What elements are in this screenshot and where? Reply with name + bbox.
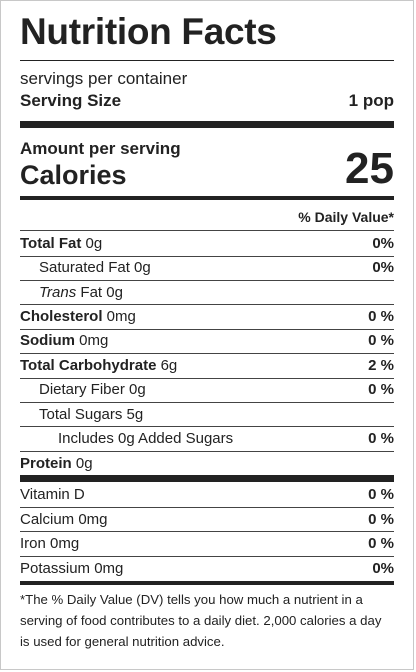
nutrient-label: Total Sugars: [39, 406, 123, 423]
row-divider: [20, 280, 394, 281]
amount-per-serving: Amount per serving: [20, 139, 181, 158]
nutrient-row-protein: Protein 0g: [20, 452, 394, 476]
nutrient-amount: 0g: [71, 455, 93, 472]
nutrient-label: Total Carbohydrate: [20, 357, 157, 374]
nutrient-dv: 0%: [372, 259, 394, 276]
nutrient-amount: 0mg: [102, 308, 136, 325]
nutrient-label: Trans: [39, 284, 77, 301]
vitamin-label: Calcium 0mg: [20, 511, 108, 528]
vitamins-divider: [20, 475, 394, 482]
nutrient-label: Sodium: [20, 332, 75, 349]
nutrient-amount: 0g: [129, 259, 151, 276]
vitamin-row-calcium: Calcium 0mg 0 %: [20, 508, 394, 532]
nutrient-row-total-carbohydrate: Total Carbohydrate 6g 2 %: [20, 354, 394, 378]
vitamin-label: Iron 0mg: [20, 535, 80, 552]
nutrient-dv: 0 %: [368, 332, 394, 349]
vitamin-row-potassium: Potassium 0mg 0%: [20, 557, 394, 581]
row-divider: [20, 556, 394, 557]
nutrient-dv: 0%: [372, 235, 394, 252]
nutrient-row-total-fat: Total Fat 0g 0%: [20, 232, 394, 256]
vitamin-dv: 0%: [372, 560, 394, 577]
row-divider: [20, 451, 394, 452]
row-divider: [20, 304, 394, 305]
nutrient-dv: 2 %: [368, 357, 394, 374]
row-divider: [20, 531, 394, 532]
serving-divider: [20, 121, 394, 128]
nutrient-row-total-sugars: Total Sugars 5g: [20, 403, 394, 427]
calories-label: Calories: [20, 160, 127, 190]
nutrition-facts-title: Nutrition Facts: [20, 11, 277, 52]
nutrient-amount: 6g: [156, 357, 178, 374]
vitamin-row-iron: Iron 0mg 0 %: [20, 532, 394, 556]
nutrient-dv: 0 %: [368, 308, 394, 325]
nutrient-label: Total Fat: [20, 235, 82, 252]
row-divider: [20, 230, 394, 231]
nutrient-label: Cholesterol: [20, 308, 103, 325]
calories-divider: [20, 196, 394, 200]
vitamin-label: Vitamin D: [20, 486, 85, 503]
row-divider: [20, 353, 394, 354]
nutrient-row-sodium: Sodium 0mg 0 %: [20, 329, 394, 353]
nutrient-amount: 0mg: [75, 332, 109, 349]
daily-value-footnote: *The % Daily Value (DV) tells you how mu…: [20, 592, 382, 649]
vitamin-row-vitamin-d: Vitamin D 0 %: [20, 483, 394, 507]
serving-size-row: Serving Size 1 pop: [20, 91, 394, 111]
serving-size-label: Serving Size: [20, 91, 122, 110]
row-divider: [20, 378, 394, 379]
nutrient-label: Includes 0g Added Sugars: [58, 430, 234, 447]
nutrient-dv: 0 %: [368, 430, 394, 447]
nutrient-row-trans-fat: Trans Fat 0g: [20, 281, 394, 305]
nutrition-facts-content: Nutrition Facts servings per container S…: [20, 1, 394, 669]
nutrient-label: Dietary Fiber: [39, 381, 125, 398]
vitamin-label: Potassium 0mg: [20, 560, 124, 577]
nutrient-row-added-sugars: Includes 0g Added Sugars 0 %: [20, 427, 394, 451]
calories-value: 25: [345, 144, 394, 193]
vitamin-dv: 0 %: [368, 511, 394, 528]
row-divider: [20, 256, 394, 257]
nutrient-label: Saturated Fat: [39, 259, 130, 276]
nutrient-amount: Fat 0g: [76, 284, 123, 301]
vitamin-dv: 0 %: [368, 535, 394, 552]
nutrient-dv: 0 %: [368, 381, 394, 398]
row-divider: [20, 402, 394, 403]
row-divider: [20, 329, 394, 330]
row-divider: [20, 426, 394, 427]
nutrient-amount: 0g: [124, 381, 146, 398]
nutrient-label: Protein: [20, 455, 72, 472]
nutrient-amount: 5g: [122, 406, 144, 423]
nutrient-row-saturated-fat: Saturated Fat 0g 0%: [20, 256, 394, 280]
row-divider: [20, 507, 394, 508]
serving-size-value: 1 pop: [348, 91, 394, 110]
title-divider: [20, 60, 394, 61]
vitamin-dv: 0 %: [368, 486, 394, 503]
nutrient-row-dietary-fiber: Dietary Fiber 0g 0 %: [20, 378, 394, 402]
footnote-divider: [20, 581, 394, 585]
servings-per-container: servings per container: [20, 69, 188, 88]
nutrient-amount: 0g: [81, 235, 103, 252]
daily-value-header: % Daily Value*: [298, 209, 394, 225]
nutrient-row-cholesterol: Cholesterol 0mg 0 %: [20, 305, 394, 329]
